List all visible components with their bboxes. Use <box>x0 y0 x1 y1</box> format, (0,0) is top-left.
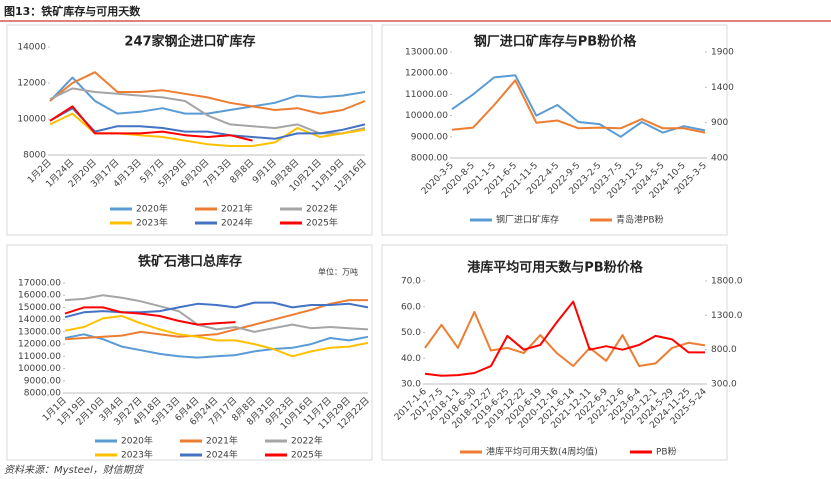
legend-label: 2024年 <box>221 217 253 229</box>
series-line <box>451 79 706 134</box>
y-tick-label: 12000.00 <box>405 69 448 79</box>
series-line <box>451 74 706 138</box>
chart-title: 钢厂进口矿库存与PB粉价格 <box>474 34 637 50</box>
series-line <box>64 333 369 359</box>
series-line <box>49 71 366 115</box>
y-tick-label: 10000 <box>17 115 46 125</box>
y2-tick-label: 800.0 <box>711 345 737 355</box>
y-tick-label: 9000.00 <box>411 132 448 142</box>
y2-tick-label: 1800.0 <box>711 277 743 287</box>
y2-tick-label: 1300.0 <box>711 311 743 321</box>
series-line <box>64 306 236 326</box>
series-line <box>49 105 253 142</box>
y-tick-label: 10000.00 <box>405 111 448 121</box>
series-line <box>49 112 366 147</box>
legend-label: 2022年 <box>291 435 323 447</box>
legend-label: 港库平均可用天数(4周均值) <box>486 446 598 458</box>
panel-frame <box>381 244 728 461</box>
y-tick-label: 14000.00 <box>18 315 61 325</box>
y-tick-label: 12000.00 <box>18 340 61 350</box>
y-tick-label: 8000.00 <box>24 389 61 399</box>
panel-frame <box>6 244 373 461</box>
y2-tick-label: 1400 <box>711 83 734 93</box>
y2-tick-label: 900 <box>711 118 728 128</box>
legend-label: PB粉 <box>656 446 677 458</box>
source-note: 资料来源：Mysteel，财信期货 <box>4 464 145 476</box>
series-line <box>64 301 369 319</box>
y-tick-label: 14000 <box>17 43 46 53</box>
legend-label: 2020年 <box>136 203 168 215</box>
y-tick-label: 11000.00 <box>405 90 448 100</box>
y-tick-label: 40.0 <box>401 354 421 364</box>
y2-tick-label: 300.0 <box>711 380 737 390</box>
y-tick-label: 9000.00 <box>24 376 61 386</box>
legend-label: 2023年 <box>136 217 168 229</box>
y-tick-label: 70.0 <box>401 277 421 287</box>
legend-label: 2025年 <box>306 217 338 229</box>
x-tick-label: 8月8日 <box>228 157 257 186</box>
y-tick-label: 16000.00 <box>18 291 61 301</box>
legend-label: 2020年 <box>121 435 153 447</box>
y2-tick-label: 1900 <box>711 48 734 58</box>
y-tick-label: 12000 <box>17 79 46 89</box>
y-tick-label: 11000.00 <box>18 352 61 362</box>
y-tick-label: 10000.00 <box>18 364 61 374</box>
legend-label: 2025年 <box>291 449 323 461</box>
series-line <box>49 107 366 140</box>
y2-tick-label: 400 <box>711 154 728 164</box>
y-tick-label: 15000.00 <box>18 303 61 313</box>
y-tick-label: 13000.00 <box>18 327 61 337</box>
y-tick-label: 30.0 <box>401 380 421 390</box>
chart-title: 247家钢企进口矿库存 <box>124 34 255 50</box>
legend-label: 2023年 <box>121 449 153 461</box>
legend-label: 钢厂进口矿库存 <box>496 214 559 226</box>
chart-title: 港库平均可用天数与PB粉价格 <box>467 260 643 276</box>
series-line <box>64 299 368 341</box>
legend-label: 2021年 <box>221 203 253 215</box>
series-line <box>64 315 369 358</box>
chart-subtitle: 单位：万吨 <box>318 267 358 277</box>
series-line <box>424 300 705 377</box>
legend-label: 2024年 <box>206 449 238 461</box>
legend-label: 2022年 <box>306 203 338 215</box>
page-title: 图13：铁矿库存与可用天数 <box>4 4 141 18</box>
y-tick-label: 8000.00 <box>411 154 448 164</box>
legend-label: 2021年 <box>206 435 238 447</box>
series-line <box>424 310 706 367</box>
y-tick-label: 13000.00 <box>405 48 448 58</box>
series-line <box>49 76 366 115</box>
series-line <box>49 87 366 135</box>
legend-label: 青岛港PB粉 <box>616 214 664 226</box>
y-tick-label: 50.0 <box>401 328 421 338</box>
panel-frame <box>381 24 728 236</box>
y-tick-label: 17000.00 <box>18 279 61 289</box>
y-tick-label: 60.0 <box>401 302 421 312</box>
series-line <box>64 294 369 333</box>
panel-frame <box>6 24 373 236</box>
chart-title: 铁矿石港口总库存 <box>137 254 242 270</box>
y-tick-label: 8000 <box>23 151 46 161</box>
